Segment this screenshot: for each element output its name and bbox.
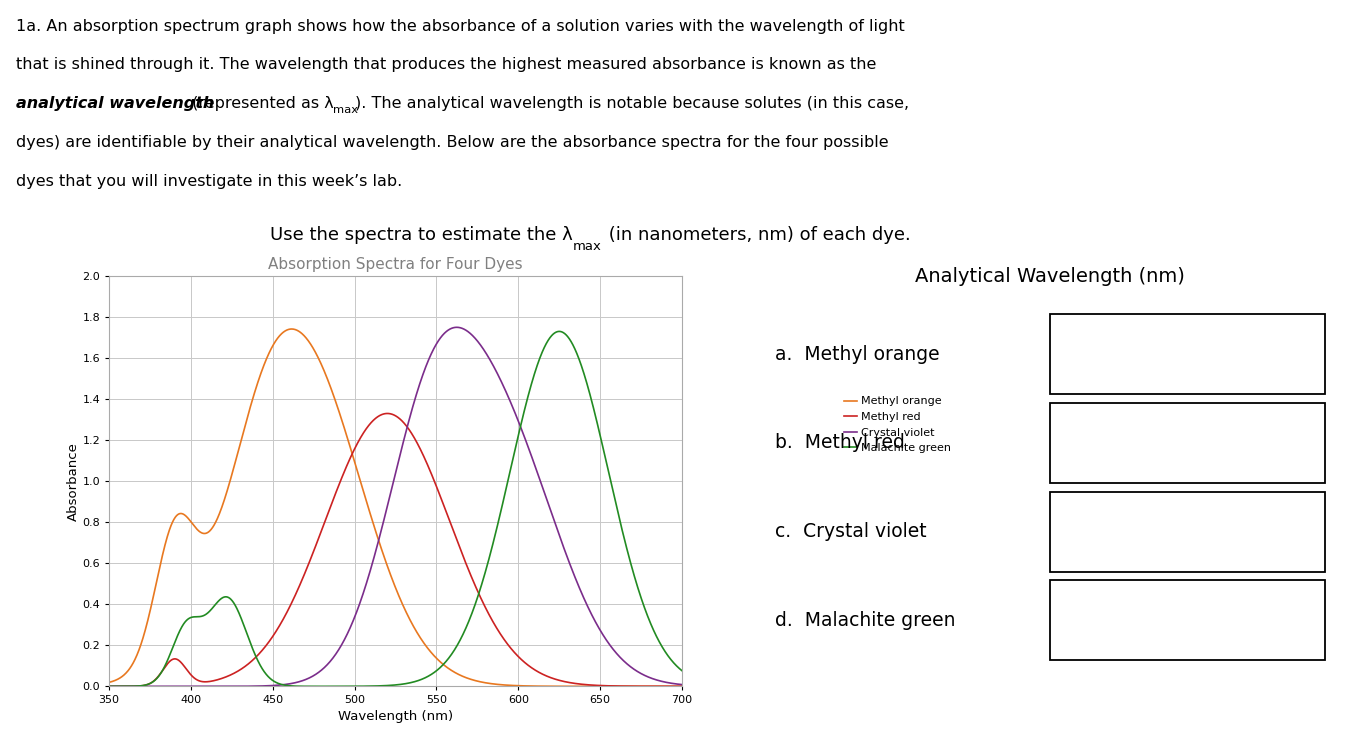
Legend: Methyl orange, Methyl red, Crystal violet, Malachite green: Methyl orange, Methyl red, Crystal viole… <box>844 396 952 453</box>
Text: Analytical Wavelength (nm): Analytical Wavelength (nm) <box>915 266 1185 286</box>
Bar <box>1050 314 1326 394</box>
Methyl red <box>674 682 690 691</box>
Methyl orange <box>364 518 381 527</box>
Crystal violet <box>552 534 569 543</box>
Malachite green <box>379 681 396 690</box>
Crystal violet <box>657 677 674 686</box>
Crystal violet <box>674 680 690 689</box>
Title: Absorption Spectra for Four Dyes: Absorption Spectra for Four Dyes <box>269 257 522 272</box>
Methyl red <box>657 682 674 691</box>
Methyl red <box>364 417 381 426</box>
Crystal violet <box>130 682 146 691</box>
Text: b.  Methyl red: b. Methyl red <box>775 433 906 452</box>
Methyl red <box>379 409 396 418</box>
Crystal violet <box>379 501 396 510</box>
Methyl orange <box>552 682 569 691</box>
Malachite green <box>101 682 117 691</box>
Text: dyes) are identifiable by their analytical wavelength. Below are the absorbance : dyes) are identifiable by their analytic… <box>16 135 889 150</box>
Bar <box>1050 492 1326 571</box>
Methyl red <box>657 682 674 691</box>
Crystal violet <box>101 682 117 691</box>
Text: 1a. An absorption spectrum graph shows how the absorbance of a solution varies w: 1a. An absorption spectrum graph shows h… <box>16 19 906 34</box>
Methyl red <box>130 682 146 691</box>
Text: (in nanometers, nm) of each dye.: (in nanometers, nm) of each dye. <box>603 226 911 244</box>
Y-axis label: Absorbance: Absorbance <box>67 442 79 521</box>
Text: max: max <box>573 240 602 254</box>
Methyl orange <box>130 647 146 656</box>
Methyl orange <box>674 682 690 691</box>
Malachite green <box>657 648 674 657</box>
Malachite green <box>674 666 690 675</box>
Malachite green <box>364 682 381 691</box>
Text: d.  Malachite green: d. Malachite green <box>775 611 956 630</box>
Methyl red <box>552 676 569 685</box>
Bar <box>1050 580 1326 660</box>
Methyl orange <box>284 325 300 333</box>
Methyl orange <box>657 682 674 691</box>
Malachite green <box>552 327 569 336</box>
Methyl orange <box>657 682 674 691</box>
Text: Use the spectra to estimate the λ: Use the spectra to estimate the λ <box>270 226 573 244</box>
Malachite green <box>130 682 146 691</box>
Line: Malachite green: Malachite green <box>109 331 682 686</box>
Methyl red <box>101 682 117 691</box>
Text: max: max <box>333 105 357 115</box>
Methyl orange <box>101 678 117 687</box>
Crystal violet <box>449 323 465 332</box>
Malachite green <box>657 648 674 656</box>
Crystal violet <box>657 678 674 687</box>
Text: ). The analytical wavelength is notable because solutes (in this case,: ). The analytical wavelength is notable … <box>355 96 908 111</box>
Text: that is shined through it. The wavelength that produces the highest measured abs: that is shined through it. The wavelengt… <box>16 57 877 72</box>
Text: (represented as λ: (represented as λ <box>187 96 334 111</box>
Bar <box>1050 403 1326 483</box>
Line: Methyl orange: Methyl orange <box>109 329 682 686</box>
Line: Crystal violet: Crystal violet <box>109 327 682 686</box>
Crystal violet <box>364 558 381 567</box>
Text: analytical wavelength: analytical wavelength <box>16 96 214 111</box>
Methyl orange <box>379 563 396 572</box>
Text: a.  Methyl orange: a. Methyl orange <box>775 345 940 364</box>
X-axis label: Wavelength (nm): Wavelength (nm) <box>338 709 453 723</box>
Text: c.  Crystal violet: c. Crystal violet <box>775 522 928 541</box>
Text: dyes that you will investigate in this week’s lab.: dyes that you will investigate in this w… <box>16 174 402 189</box>
Malachite green <box>551 327 567 336</box>
Line: Methyl red: Methyl red <box>109 413 682 686</box>
Methyl red <box>379 409 396 418</box>
